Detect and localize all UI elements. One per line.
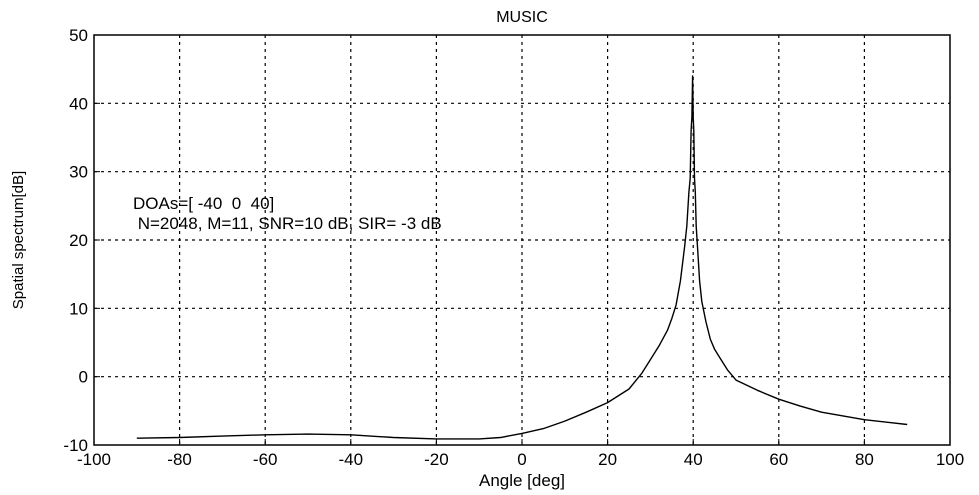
y-tick-label: 30 xyxy=(69,163,88,182)
y-tick-label: 40 xyxy=(69,94,88,113)
x-tick-label: -20 xyxy=(424,450,449,469)
y-axis-label: Spatial spectrum[dB] xyxy=(10,171,27,309)
x-tick-label: -80 xyxy=(167,450,192,469)
y-tick-label: -10 xyxy=(63,436,88,455)
x-tick-label: -100 xyxy=(77,450,111,469)
grid-lines xyxy=(94,35,950,445)
x-tick-label: -40 xyxy=(339,450,364,469)
y-tick-label: 10 xyxy=(69,299,88,318)
x-tick-label: 80 xyxy=(855,450,874,469)
chart-title: MUSIC xyxy=(496,9,548,26)
x-tick-label: 100 xyxy=(936,450,964,469)
y-tick-label: 20 xyxy=(69,231,88,250)
y-tick-group: -10 0 10 20 30 40 50 xyxy=(63,26,100,455)
x-tick-label: 0 xyxy=(517,450,526,469)
y-tick-label: 50 xyxy=(69,26,88,45)
x-axis-label: Angle [deg] xyxy=(479,471,565,490)
x-tick-group: -100 -80 -60 -40 -20 0 20 40 60 80 100 xyxy=(77,439,964,469)
annotation-params: N=2048, M=11, SNR=10 dB, SIR= -3 dB xyxy=(133,214,442,233)
x-tick-label: 60 xyxy=(769,450,788,469)
x-tick-label: 20 xyxy=(598,450,617,469)
y-tick-label: 0 xyxy=(79,368,88,387)
x-tick-label: 40 xyxy=(684,450,703,469)
series-group xyxy=(136,75,908,440)
annotation-doas: DOAs=[ -40 0 40] xyxy=(133,194,274,213)
x-tick-label: -60 xyxy=(253,450,278,469)
series-line xyxy=(136,75,908,440)
